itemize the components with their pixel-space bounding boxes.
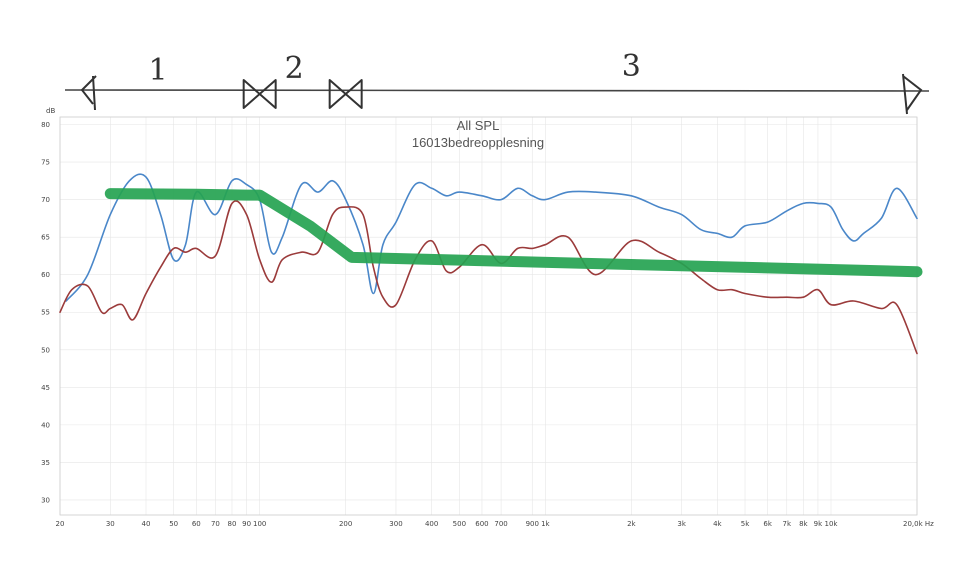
band-axis-line	[64, 89, 930, 92]
x-tick-label: 30	[106, 520, 115, 528]
x-tick-label: 9k	[814, 520, 823, 528]
x-tick-label: 8k	[799, 520, 808, 528]
x-tick-label: 1k	[541, 520, 550, 528]
chart-title: All SPL	[457, 118, 500, 133]
y-tick-label: 30	[41, 496, 50, 504]
x-tick-label: 4k	[713, 520, 722, 528]
x-tick-label: 6k	[763, 520, 772, 528]
x-tick-label: 2k	[627, 520, 636, 528]
band-split-marker	[242, 79, 277, 109]
y-tick-label: 35	[41, 459, 50, 467]
x-tick-label: 600	[475, 520, 488, 528]
y-tick-label: 75	[41, 159, 50, 167]
plot-frame	[59, 116, 918, 516]
x-tick-label: 80	[228, 520, 237, 528]
x-tick-label: 10k	[825, 520, 839, 528]
y-tick-label: 60	[41, 271, 50, 279]
x-tick-label: 900	[526, 520, 539, 528]
x-tick-label: 20,0k Hz	[903, 520, 934, 528]
y-tick-labels: 30 35 40 45 50 55 60 65 70 75 80	[41, 121, 50, 504]
x-tick-label: 3k	[677, 520, 686, 528]
handwritten-annotations: 1 2 3	[64, 49, 930, 115]
y-tick-label: 70	[41, 196, 50, 204]
x-tick-label: 200	[339, 520, 352, 528]
x-tick-labels: 20 30 40 50 60 70 80 90 100 200 300 400 500 600 700 900…	[56, 520, 935, 528]
y-tick-label: 55	[41, 309, 50, 317]
y-tick-label: 80	[41, 121, 50, 129]
x-tick-label: 300	[389, 520, 402, 528]
target-curve-green	[104, 188, 923, 278]
x-tick-label: 40	[142, 520, 151, 528]
x-tick-label: 700	[494, 520, 507, 528]
band-start-marker	[80, 75, 97, 111]
band-end-marker	[902, 73, 923, 115]
x-tick-label: 50	[169, 520, 178, 528]
x-tick-label: 7k	[782, 520, 791, 528]
band-split-marker	[328, 79, 363, 109]
x-tick-label: 20	[56, 520, 65, 528]
y-tick-label: 45	[41, 384, 50, 392]
grid	[59, 117, 918, 515]
chart-subtitle: 16013bedreopplesning	[412, 135, 544, 150]
x-tick-label: 60	[192, 520, 201, 528]
band-label: 3	[622, 49, 641, 84]
band-label: 2	[285, 51, 304, 86]
y-tick-label: 40	[41, 421, 50, 429]
x-tick-label: 100	[253, 520, 266, 528]
y-axis-label: dB	[46, 107, 55, 115]
x-tick-label: 70	[211, 520, 220, 528]
band-label: 1	[148, 53, 167, 88]
series-lines	[59, 173, 923, 355]
x-tick-label: 400	[425, 520, 438, 528]
x-tick-label: 500	[453, 520, 466, 528]
x-tick-label: 5k	[741, 520, 750, 528]
x-tick-label: 90	[242, 520, 251, 528]
y-tick-label: 65	[41, 234, 50, 242]
y-tick-label: 50	[41, 346, 50, 354]
